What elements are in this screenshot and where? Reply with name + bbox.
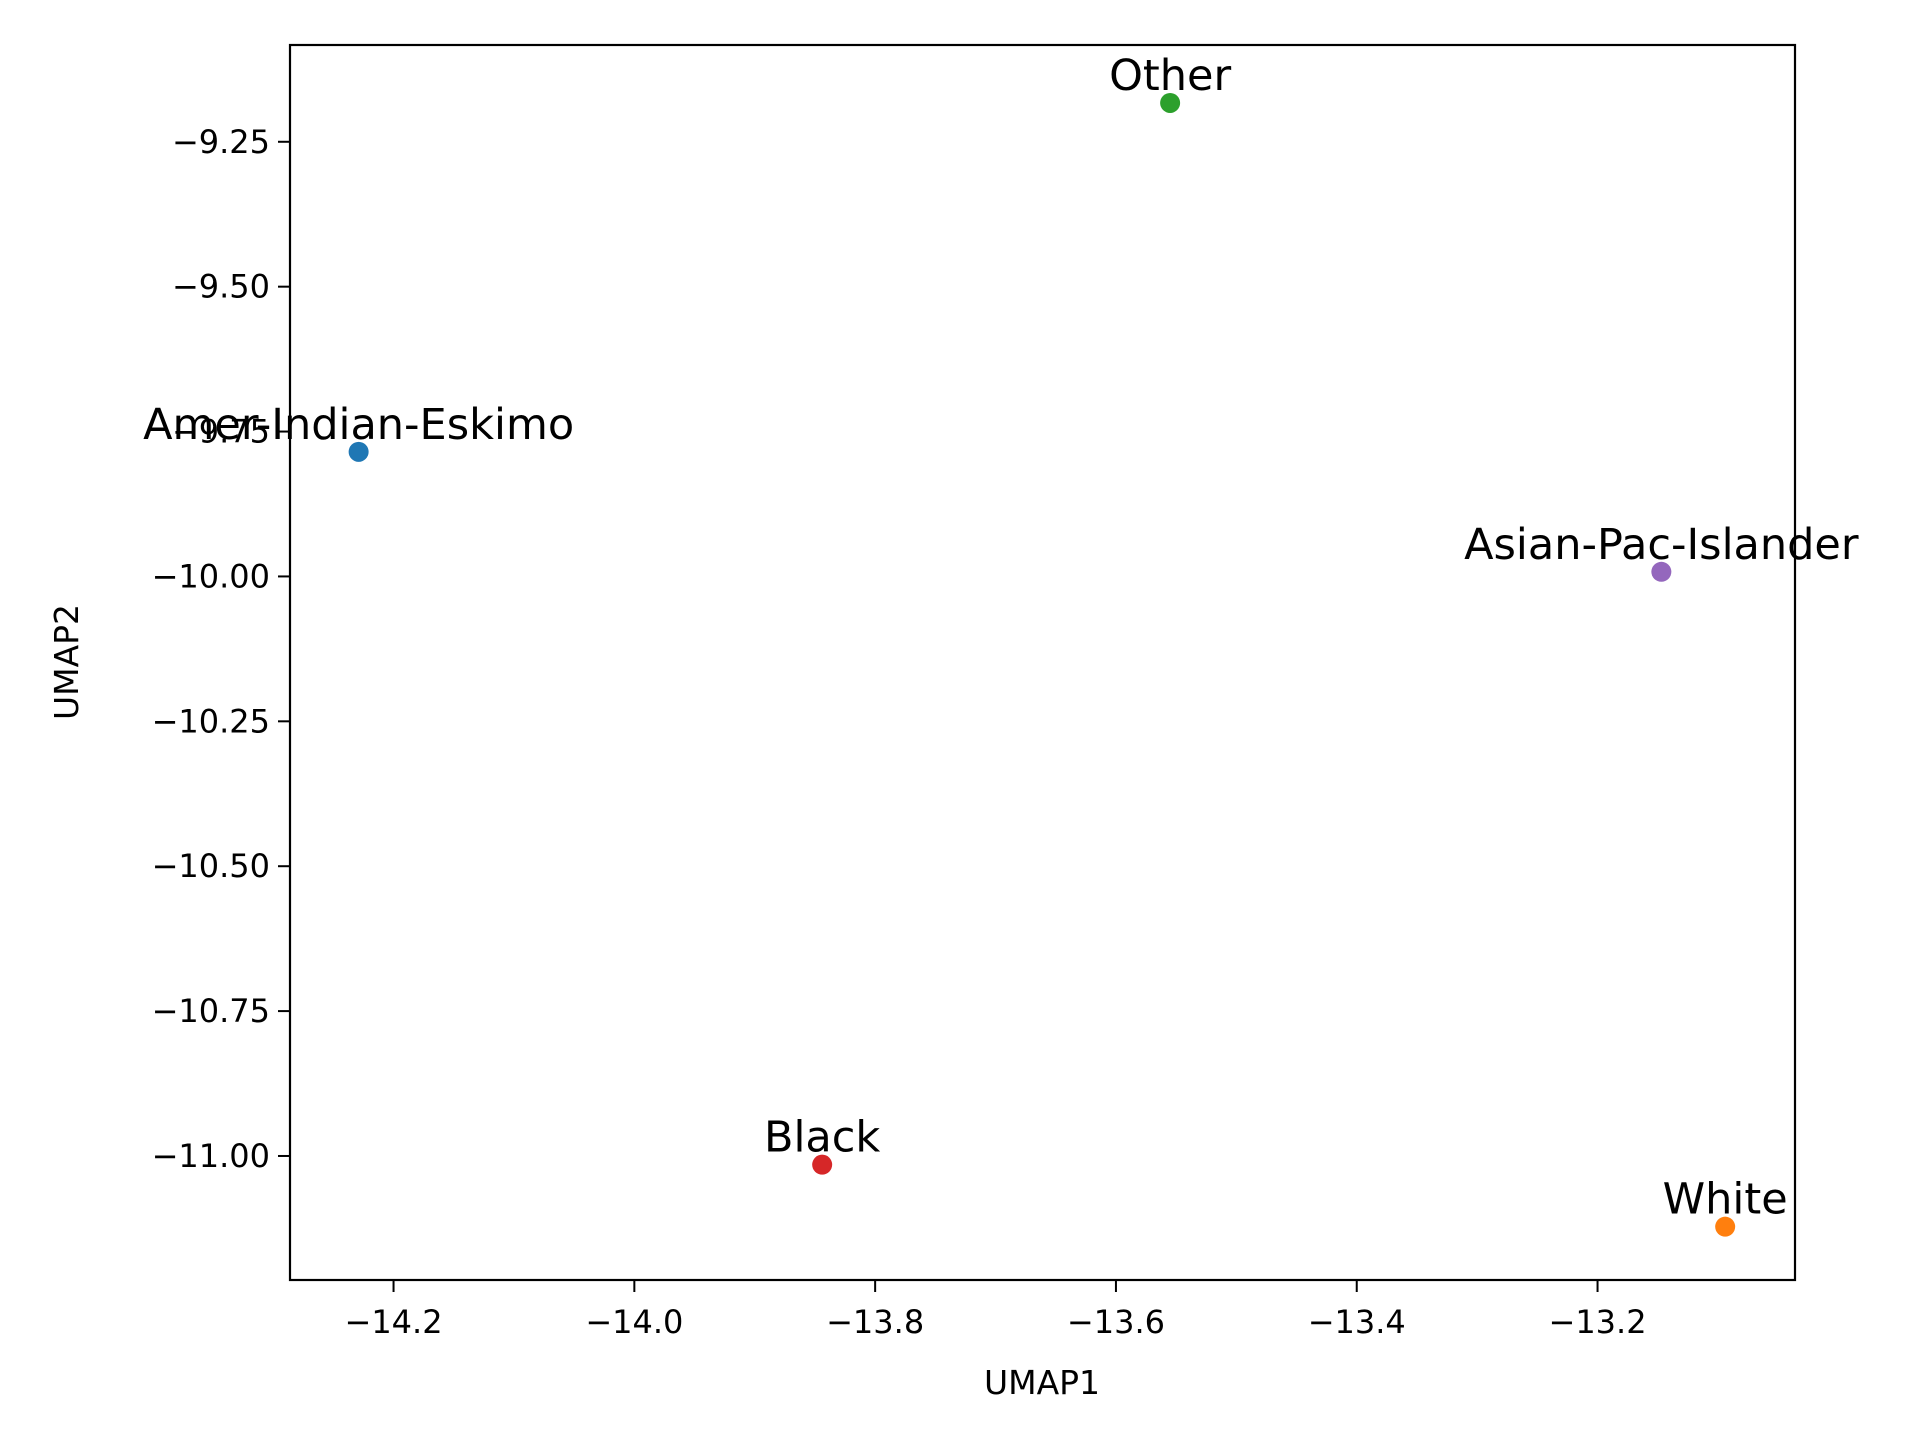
y-tick-label: −10.50: [152, 847, 270, 885]
data-point: [1160, 92, 1181, 113]
x-tick-label: −13.2: [1549, 1303, 1647, 1341]
data-point: [348, 441, 369, 462]
y-tick-label: −9.75: [172, 413, 270, 451]
data-point-label: Other: [1109, 51, 1231, 101]
x-tick-label: −13.6: [1067, 1303, 1165, 1341]
x-tick-label: −13.4: [1308, 1303, 1406, 1341]
x-tick-label: −13.8: [826, 1303, 924, 1341]
data-points: Amer-Indian-Eskimo White Other Black Asian-P…: [143, 51, 1859, 1237]
y-axis-label: UMAP2: [47, 604, 86, 720]
data-point-label: Black: [764, 1113, 880, 1163]
y-tick-label: −11.00: [152, 1137, 270, 1175]
y-tick-label: −10.25: [152, 702, 270, 740]
y-tick-label: −9.25: [172, 123, 270, 161]
y-tick-label: −9.50: [172, 268, 270, 306]
data-point: [812, 1154, 833, 1175]
y-axis-ticks: −9.25 −9.50 −9.75 −10.00 −10.25 −10.50 −10.75 −…: [152, 123, 290, 1175]
data-point: [1651, 561, 1672, 582]
y-tick-label: −10.00: [152, 557, 270, 595]
data-point-label: White: [1663, 1175, 1788, 1225]
plot-frame: [288, 43, 1797, 1282]
x-axis-ticks: −14.2 −14.0 −13.8 −13.6 −13.4 −13.2: [345, 1280, 1647, 1341]
plot-area: [290, 45, 1795, 1280]
x-tick-label: −14.0: [585, 1303, 683, 1341]
x-axis-label: UMAP1: [984, 1363, 1100, 1402]
data-point: [1715, 1216, 1736, 1237]
y-tick-label: −10.75: [152, 992, 270, 1030]
data-point-label: Amer-Indian-Eskimo: [143, 400, 574, 450]
data-point-label: Asian-Pac-Islander: [1464, 520, 1859, 570]
x-tick-label: −14.2: [345, 1303, 443, 1341]
